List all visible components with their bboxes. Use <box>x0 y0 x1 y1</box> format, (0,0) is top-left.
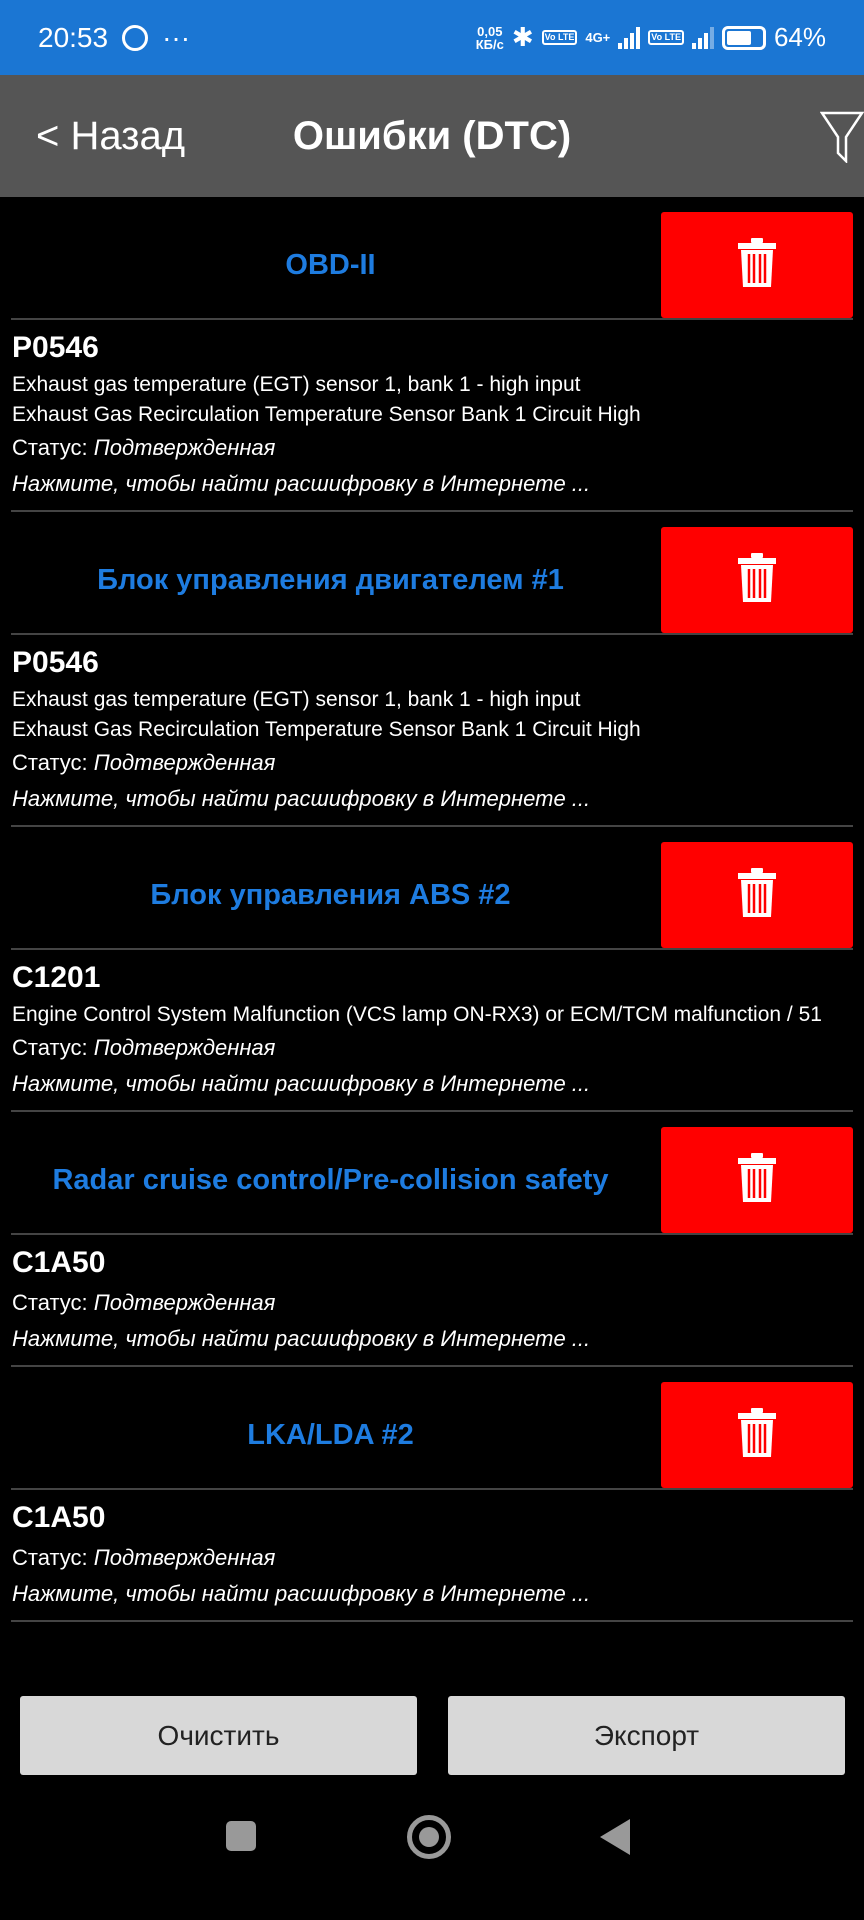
divider <box>11 1110 853 1112</box>
section-title: Блок управления ABS #2 <box>150 878 511 911</box>
back-nav-button[interactable] <box>600 1819 630 1855</box>
search-online-link[interactable]: Нажмите, чтобы найти расшифровку в Интер… <box>12 471 591 496</box>
divider <box>11 1365 853 1367</box>
more-notifications-icon: ··· <box>162 21 191 53</box>
divider <box>11 1233 853 1235</box>
dtc-status: Статус: Подтвержденная <box>12 1540 852 1576</box>
dtc-list: OBD-II P0546 Exhaust gas temperature (EGT… <box>0 197 864 1622</box>
status-value: Подтвержденная <box>93 750 276 775</box>
status-value: Подтвержденная <box>93 435 276 460</box>
section-header: OBD-II <box>0 197 864 318</box>
dtc-code: C1A50 <box>12 1246 106 1279</box>
battery-percent: 64% <box>773 22 826 52</box>
dtc-entry[interactable]: P0546 Exhaust gas temperature (EGT) senso… <box>0 635 864 825</box>
search-online-link[interactable]: Нажмите, чтобы найти расшифровку в Интер… <box>12 1581 591 1606</box>
filter-icon[interactable] <box>819 111 864 168</box>
delete-button[interactable] <box>661 1127 853 1233</box>
divider <box>11 318 853 320</box>
section-header: Блок управления ABS #2 <box>0 827 864 948</box>
search-online-link[interactable]: Нажмите, чтобы найти расшифровку в Интер… <box>12 786 591 811</box>
app-bar: < Назад Ошибки (DTC) <box>0 75 864 197</box>
bluetooth-icon: ✱ <box>511 22 534 52</box>
dtc-status: Статус: Подтвержденная <box>12 745 852 781</box>
status-label: Статус: <box>12 1545 88 1570</box>
search-online-link[interactable]: Нажмите, чтобы найти расшифровку в Интер… <box>12 1071 591 1096</box>
trash-icon <box>737 867 777 924</box>
signal-icon <box>618 26 641 49</box>
section-header: Radar cruise control/Pre-collision safet… <box>0 1112 864 1233</box>
dtc-description: Exhaust gas temperature (EGT) sensor 1, … <box>12 688 581 711</box>
section-header: Блок управления двигателем #1 <box>0 512 864 633</box>
clear-button[interactable]: Очистить <box>20 1696 417 1775</box>
divider <box>11 948 853 950</box>
trash-icon <box>737 1407 777 1464</box>
dtc-description: Exhaust Gas Recirculation Temperature Se… <box>12 403 641 426</box>
section-title: Radar cruise control/Pre-collision safet… <box>52 1163 609 1196</box>
home-button[interactable] <box>407 1815 451 1859</box>
trash-icon <box>737 552 777 609</box>
search-online-link[interactable]: Нажмите, чтобы найти расшифровку в Интер… <box>12 1326 591 1351</box>
dtc-code: C1A50 <box>12 1501 106 1534</box>
status-value: Подтвержденная <box>93 1290 276 1315</box>
net-speed-value: 0,05 <box>477 23 503 39</box>
dtc-status: Статус: Подтвержденная <box>12 430 852 466</box>
dtc-description: Exhaust Gas Recirculation Temperature Se… <box>12 718 641 741</box>
network-type: 4G+ <box>585 30 611 45</box>
status-value: Подтвержденная <box>93 1545 276 1570</box>
volte-icon: Vo LTE <box>541 30 578 45</box>
dtc-entry[interactable]: P0546 Exhaust gas temperature (EGT) senso… <box>0 320 864 510</box>
trash-icon <box>737 237 777 294</box>
status-label: Статус: <box>12 1035 88 1060</box>
export-button[interactable]: Экспорт <box>448 1696 845 1775</box>
recents-button[interactable] <box>226 1821 256 1851</box>
volte-icon-2: Vo LTE <box>648 30 684 45</box>
delete-button[interactable] <box>661 1382 853 1488</box>
status-bar: 20:53 ··· 0,05 КБ/с ✱ Vo LTE 4G+ Vo LTE 6… <box>0 0 864 75</box>
section-title: OBD-II <box>285 248 376 281</box>
section-header: LKA/LDA #2 <box>0 1367 864 1488</box>
battery-icon <box>721 25 766 50</box>
back-button[interactable]: < Назад <box>36 113 186 158</box>
divider <box>11 1488 853 1490</box>
section-title: Блок управления двигателем #1 <box>97 563 564 596</box>
status-label: Статус: <box>12 750 88 775</box>
delete-button[interactable] <box>661 527 853 633</box>
divider <box>11 1620 853 1622</box>
system-nav-bar <box>0 1775 864 1920</box>
dtc-entry[interactable]: C1201 Engine Control System Malfunction (… <box>0 950 864 1110</box>
section-title: LKA/LDA #2 <box>247 1418 414 1451</box>
obd-app-icon <box>122 24 149 51</box>
clock: 20:53 <box>38 21 109 53</box>
divider <box>11 510 853 512</box>
dtc-entry[interactable]: C1A50 Статус: Подтвержденная Нажмите, что… <box>0 1235 864 1365</box>
net-speed: 0,05 КБ/с <box>476 25 504 51</box>
dtc-status: Статус: Подтвержденная <box>12 1030 852 1066</box>
dtc-status: Статус: Подтвержденная <box>12 1285 852 1321</box>
divider <box>11 825 853 827</box>
trash-icon <box>737 1152 777 1209</box>
delete-button[interactable] <box>661 212 853 318</box>
dtc-code: P0546 <box>12 646 99 679</box>
status-label: Статус: <box>12 435 88 460</box>
signal-icon-2 <box>691 26 714 49</box>
dtc-entry[interactable]: C1A50 Статус: Подтвержденная Нажмите, что… <box>0 1490 864 1620</box>
dtc-code: C1201 <box>12 961 101 994</box>
delete-button[interactable] <box>661 842 853 948</box>
status-value: Подтвержденная <box>93 1035 276 1060</box>
dtc-code: P0546 <box>12 331 99 364</box>
net-speed-unit: КБ/с <box>475 36 504 52</box>
status-label: Статус: <box>12 1290 88 1315</box>
divider <box>11 633 853 635</box>
dtc-description: Exhaust gas temperature (EGT) sensor 1, … <box>12 373 581 396</box>
dtc-description: Engine Control System Malfunction (VCS l… <box>12 1003 822 1026</box>
